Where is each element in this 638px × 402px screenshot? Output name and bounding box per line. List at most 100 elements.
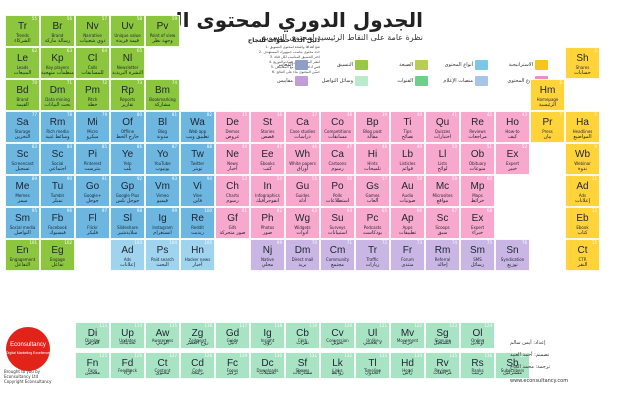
element-cell: 76 Sn Syndication توزيع <box>495 239 530 271</box>
element-arabic-label: توزيع <box>507 262 518 268</box>
element-symbol: Sg <box>436 328 449 339</box>
element-cell: 36 St Stories قصص <box>250 111 285 143</box>
credit-line-2: Econsultancy Ltd <box>4 374 39 379</box>
element-symbol: Zg <box>191 328 204 339</box>
element-name: Tips <box>403 129 412 134</box>
element-arabic-label: لوائح <box>437 166 448 172</box>
element-cell: 57 Nv Narrative ذوي شعبيات <box>75 15 110 47</box>
element-symbol: Dm <box>294 245 311 256</box>
element-cell: 88 Tw Twitter تويتر <box>180 143 215 175</box>
element-number: 98 <box>136 208 142 213</box>
element-symbol: Ex <box>471 213 484 224</box>
element-arabic-label: خبير <box>508 166 517 172</box>
element-name: Key players <box>45 65 70 70</box>
element-arabic-label: تطبيقات <box>398 230 417 236</box>
legend-label: المعايير <box>277 62 293 68</box>
footer-website[interactable]: www.econsultancy.com <box>510 378 569 384</box>
element-symbol: Mc <box>435 181 450 192</box>
element-arabic-label: مشتركين <box>502 370 523 376</box>
element-symbol: Ne <box>226 149 239 160</box>
element-number: 61 <box>241 208 247 213</box>
element-number: 95 <box>31 208 37 213</box>
element-symbol: Sa <box>16 117 29 128</box>
element-number: 113 <box>99 323 107 328</box>
element-name: Updates <box>119 338 136 343</box>
element-cell: 131 Sf Shares مشاركات <box>285 352 320 379</box>
element-arabic-label: حسابات <box>574 70 591 76</box>
element-name: Click <box>297 338 308 343</box>
element-number: 74 <box>171 80 177 85</box>
element-number: 57 <box>101 16 107 21</box>
element-number: 59 <box>451 176 457 181</box>
element-cell: 93 Vm Vimeo فيميو <box>145 175 180 207</box>
element-number: 86 <box>136 144 142 149</box>
element-name: Conversion <box>326 338 349 343</box>
element-arabic-label: برمجة <box>191 370 204 376</box>
element-symbol: Cl <box>87 53 98 64</box>
element-symbol: St <box>262 117 273 128</box>
element-symbol: Re <box>471 117 484 128</box>
legend-swatch <box>295 76 308 86</box>
element-cell: 72 Pm Pitch خطة <box>75 79 110 111</box>
element-cell: 52 Ex Expert خبير <box>495 143 530 175</box>
element-number: 71 <box>346 240 352 245</box>
element-name: Subscribers <box>500 368 525 373</box>
element-arabic-label: بنترست <box>84 166 101 172</box>
element-symbol: In <box>263 181 272 192</box>
element-arabic-label: مراجعات <box>433 370 452 376</box>
element-arabic-label: التواصل <box>14 230 31 236</box>
element-number: 69 <box>276 240 282 245</box>
element-name: Forum <box>401 257 414 262</box>
element-number: 91 <box>101 176 107 181</box>
element-cell: 66 Ap Apps تطبيقات <box>390 207 425 239</box>
element-number: 72 <box>381 240 387 245</box>
element-number: 118 <box>274 323 282 328</box>
element-cell: 136 Rs Ranks ترتيب <box>460 352 495 379</box>
element-arabic-label: فيسبوك <box>49 230 66 236</box>
element-cell: 118 Ig Insight رؤى <box>250 322 285 349</box>
legend-label: الصيغة <box>399 62 413 68</box>
element-number: 74 <box>451 240 457 245</box>
element-number: 121 <box>379 323 387 328</box>
element-number: 68 <box>486 208 492 213</box>
element-number: 124 <box>484 323 492 328</box>
element-arabic-label: زيارات <box>365 262 380 268</box>
element-arabic-label: تقارير <box>121 102 134 108</box>
element-cell: 62 Le Leads المبيعات <box>5 47 40 79</box>
econsultancy-logo: Econsultancy Digital Marketing Excellenc… <box>6 327 50 371</box>
element-symbol: Cm <box>329 245 346 256</box>
element-symbol: Rp <box>121 85 134 96</box>
element-symbol: Ex <box>506 149 519 160</box>
element-cell: 124 Ol Online أونلاين <box>460 322 495 349</box>
element-arabic-label: مشاركات <box>292 370 313 376</box>
legend-label: نوع المحتوى <box>507 78 533 84</box>
element-number: 127 <box>169 353 177 358</box>
legend-swatch <box>355 60 368 70</box>
element-symbol: Gs <box>366 181 379 192</box>
element-number: 94 <box>206 176 212 181</box>
element-name: Widgets <box>294 225 311 230</box>
element-arabic-label: عروض <box>225 134 240 140</box>
element-number: 65 <box>136 48 142 53</box>
element-number: 5 <box>594 112 597 117</box>
element-symbol: Hd <box>401 358 414 369</box>
element-cell: 45 Ee Ebooks كتب <box>250 143 285 175</box>
element-cell: 122 Mv Movement حركة <box>390 322 425 349</box>
element-name: Social <box>51 161 64 166</box>
element-cell: 64 Cl Calls للمسابقات <box>75 47 110 79</box>
element-cell: 70 Bd Brand القيمة <box>5 79 40 111</box>
element-symbol: Cv <box>331 328 344 339</box>
element-arabic-label: محلي <box>261 262 274 268</box>
element-name: Traffic <box>366 257 379 262</box>
element-arabic-label: إعلانات <box>120 262 135 268</box>
element-arabic-label: تحديثات <box>119 340 136 346</box>
element-name: Rich media <box>46 129 69 134</box>
element-number: 51 <box>486 144 492 149</box>
element-arabic-label: ألعاب <box>366 198 379 204</box>
legend-label: القنوات <box>397 78 413 84</box>
element-arabic-label: ترتيب <box>471 370 484 376</box>
element-arabic-label: الجدول <box>365 370 380 376</box>
element-number: 55 <box>31 16 37 21</box>
element-name: Blog <box>158 129 167 134</box>
